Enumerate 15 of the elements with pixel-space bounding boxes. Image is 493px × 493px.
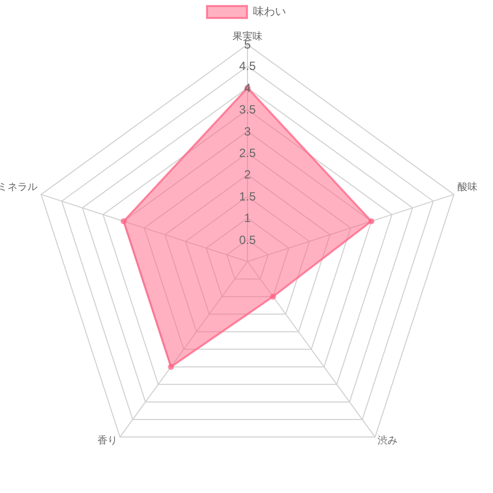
- y-tick-label: 1: [244, 211, 252, 226]
- spoke-label: ミネラル: [0, 182, 38, 193]
- legend: 味わい: [206, 5, 286, 19]
- spoke-label: 渋み: [377, 434, 398, 447]
- y-tick-label: 4.5: [239, 59, 256, 74]
- y-tick-label: 3.5: [239, 102, 256, 117]
- y-tick-label: 3: [244, 124, 252, 138]
- legend-label: 味わい: [253, 5, 286, 18]
- y-tick-label: 2.5: [239, 146, 256, 160]
- spoke-label: 香り: [98, 434, 118, 447]
- y-tick-label: 2: [244, 168, 252, 182]
- y-tick-label: 0.5: [239, 232, 256, 247]
- y-tick-label: 1.5: [239, 189, 256, 204]
- y-tick-label: 4: [244, 80, 252, 95]
- spoke-label: 酸味: [458, 180, 478, 193]
